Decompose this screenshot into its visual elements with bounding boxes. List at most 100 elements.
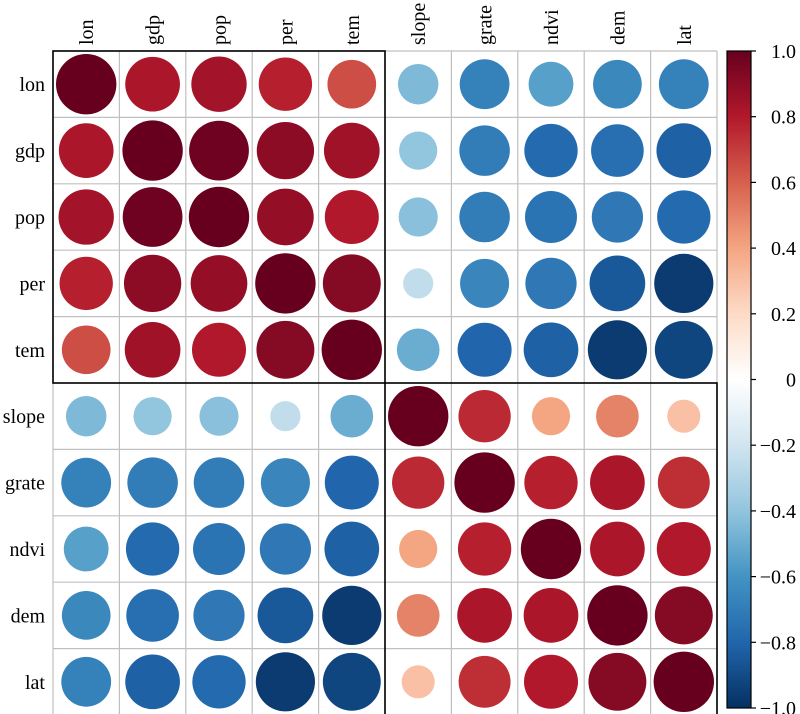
corr-circle-tem-per [256,320,315,379]
column-label: tem [342,15,364,45]
corr-circle-dem-slope [396,594,440,637]
corr-circle-grate-lon [61,457,112,508]
column-label: lat [674,25,696,45]
colorbar-tick-label: 0.2 [771,304,796,326]
axis-labels: lon lon gdp gdp pop pop per per tem tem slope slope… [3,3,696,694]
corr-circle-lat-per [255,652,315,712]
corr-circle-slope-gdp [133,397,172,436]
corr-circle-dem-grate [457,588,512,643]
corr-circle-grate-slope [392,456,445,509]
corr-circle-per-per [255,253,316,314]
corr-circle-per-slope [403,268,434,299]
corr-circle-per-lat [654,253,714,313]
corr-circle-per-grate [460,258,510,308]
corr-circle-gdp-pop [189,120,249,181]
corr-circle-gdp-per [256,121,315,180]
row-label: dem [11,605,46,627]
corr-circle-gdp-slope [399,131,438,170]
corr-circle-tem-grate [457,322,512,377]
column-label: per [275,19,297,45]
colorbar-tick-label: 0.6 [771,172,796,194]
corr-circle-per-lon [59,256,113,311]
corr-circle-lat-pop [192,655,246,709]
cluster-box [384,382,718,714]
corr-circle-pop-grate [459,191,510,243]
column-label: pop [209,15,231,45]
corr-circle-lon-tem [327,59,377,109]
corr-circle-lon-grate [459,59,510,110]
corr-circle-slope-tem [330,394,374,438]
colorbar-tick-label: 1.0 [771,41,796,63]
column-label: gdp [143,15,165,45]
corr-circle-grate-grate [454,452,515,513]
corr-circle-pop-gdp [122,187,183,247]
colorbar-tick-label: 0 [786,370,796,392]
corr-circle-dem-ndvi [523,588,579,643]
corr-circle-tem-tem [321,319,382,380]
corr-circle-dem-dem [587,585,648,646]
corr-circle-pop-dem [591,191,644,243]
corr-circle-gdp-lon [58,123,114,178]
corr-circle-tem-slope [396,328,440,372]
corr-circle-tem-gdp [124,321,181,378]
corr-circle-ndvi-gdp [125,522,180,576]
corr-circle-per-ndvi [525,257,577,310]
corr-circle-ndvi-dem [590,521,645,577]
corr-circle-ndvi-slope [399,529,438,569]
corr-circle-ndvi-ndvi [520,518,582,580]
row-label: per [19,273,45,295]
row-label: pop [15,207,45,229]
row-label: grate [5,473,45,495]
row-label: lat [25,672,45,694]
corr-circle-slope-dem [596,394,639,438]
corr-circle-gdp-lat [656,123,712,178]
corr-circle-ndvi-pop [193,523,245,575]
colorbar-tick-label: −0.8 [760,632,796,654]
corr-circle-gdp-tem [323,122,380,179]
corr-circle-dem-tem [322,585,382,645]
corr-circle-dem-per [257,587,314,644]
corr-circle-gdp-dem [591,124,644,177]
column-label: dem [607,10,629,45]
corr-circle-lat-ndvi [523,654,579,709]
colorbar-tick-label: −0.4 [760,501,796,523]
corr-circle-lat-lat [653,651,714,712]
colorbar-tick-label: 0.8 [771,107,796,129]
corr-circle-lat-slope [401,665,435,699]
corr-circle-per-gdp [123,254,182,313]
corr-circle-slope-per [270,401,301,432]
row-label: ndvi [9,539,45,561]
corr-circle-tem-lon [61,325,111,375]
column-label: ndvi [541,9,563,45]
colorbar-gradient [726,50,752,709]
cluster-boxes [52,50,718,714]
corr-circle-pop-pop [188,186,250,248]
corr-circle-lon-lon [55,53,117,115]
corr-circle-tem-dem [587,320,647,380]
corr-circle-tem-lat [654,320,713,379]
column-label: slope [408,3,430,45]
corr-circle-lon-lat [658,59,709,110]
corr-circle-dem-lon [61,591,111,640]
corr-circle-lat-dem [588,652,647,711]
colorbar-tick-label: 0.4 [771,238,796,260]
row-label: slope [3,406,45,428]
corr-circle-lon-gdp [125,56,180,112]
corr-circle-slope-lon [65,395,107,437]
corr-circle-pop-slope [398,197,438,237]
corr-circle-grate-lat [657,456,710,509]
colorbar: 1.0 0.8 0.6 0.4 0.2 0 −0.2 −0.4 −0.6 −0.8 −1.0 [726,41,796,714]
corr-circle-lon-dem [593,59,642,109]
corr-circle-lat-gdp [125,654,180,710]
corr-circle-lon-slope [397,63,439,105]
column-label: grate [475,5,497,45]
corr-circle-grate-dem [590,455,645,510]
corr-circle-gdp-gdp [122,120,183,181]
corr-circle-grate-ndvi [524,455,578,510]
corr-circle-slope-pop [199,396,239,436]
corr-circle-ndvi-lat [656,521,711,577]
corr-circle-pop-lat [657,190,711,244]
corr-circle-lat-grate [458,655,511,708]
corr-circle-grate-per [260,458,310,508]
